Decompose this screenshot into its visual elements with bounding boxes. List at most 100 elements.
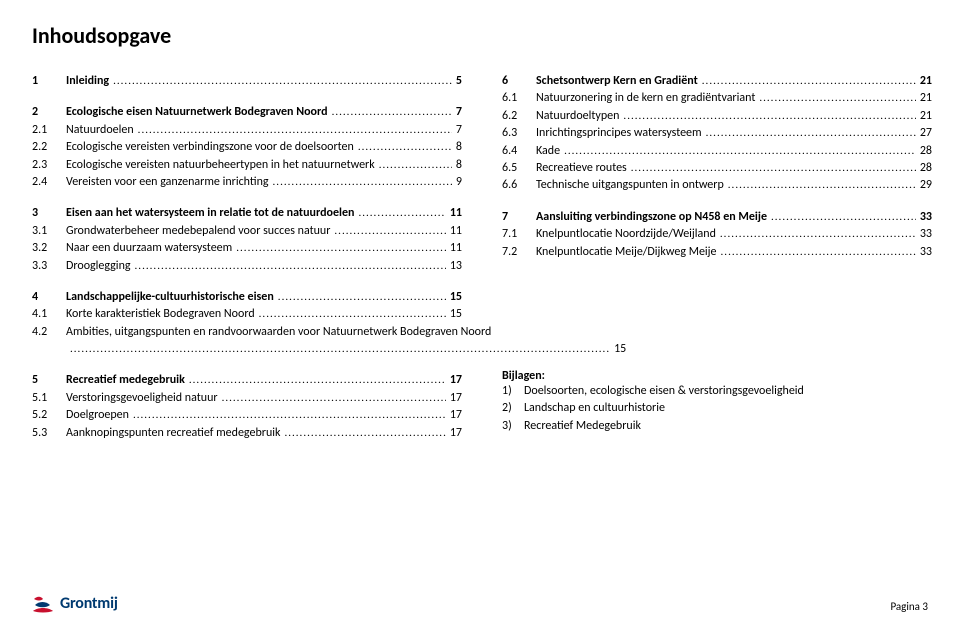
page-footer: Grontmij Pagina 3 xyxy=(32,594,928,613)
toc-label: Knelpuntlocatie Meije/Dijkweg Meije xyxy=(536,244,717,261)
document-page: Inhoudsopgave 1Inleiding52Ecologische ei… xyxy=(0,0,960,623)
page-number: Pagina 3 xyxy=(890,600,928,613)
toc-leader-dots xyxy=(721,244,916,261)
toc-page: 11 xyxy=(450,240,462,257)
toc-column-left: 1Inleiding 5 2Ecologische eisen Natuurnetw… xyxy=(32,73,462,456)
toc-number: 5.1 xyxy=(32,390,66,407)
toc-label: Verstoringsgevoeligheid natuur xyxy=(66,390,218,407)
toc-row: 4.1Korte karakteristiek Bodegraven Noord… xyxy=(32,306,462,323)
toc-leader-dots xyxy=(259,306,446,323)
toc-label: Doelgroepen xyxy=(66,407,129,424)
toc-label: Naar een duurzaam watersysteem xyxy=(66,240,232,257)
toc-label: Korte karakteristiek Bodegraven Noord xyxy=(66,306,255,323)
toc-number: 4.1 xyxy=(32,306,66,323)
bijlagen-title: Bijlagen: xyxy=(502,369,932,383)
toc-row: 2.1Natuurdoelen7 xyxy=(32,122,462,139)
bijlage-row: 1)Doelsoorten, ecologische eisen & verst… xyxy=(502,383,932,400)
toc-label: Aanknopingspunten recreatief medegebruik xyxy=(66,425,280,442)
toc-leader-dots xyxy=(236,240,446,257)
toc-leader-dots xyxy=(379,157,452,174)
toc-page: 28 xyxy=(920,143,932,160)
toc-number: 6.4 xyxy=(502,143,536,160)
toc-row: 2.4Vereisten voor een ganzenarme inricht… xyxy=(32,174,462,191)
toc-row: 3.3Drooglegging13 xyxy=(32,258,462,275)
toc-number: 6 xyxy=(502,73,536,90)
toc-row: 3.2Naar een duurzaam watersysteem11 xyxy=(32,240,462,257)
toc-section: 4Landschappelijke-cultuurhistorische eis… xyxy=(32,289,462,359)
toc-number: 6.2 xyxy=(502,108,536,125)
toc-label: Landschappelijke-cultuurhistorische eise… xyxy=(66,289,274,306)
toc-row: 2Ecologische eisen Natuurnetwerk Bodegra… xyxy=(32,104,462,121)
toc-label: Drooglegging xyxy=(66,258,131,275)
toc-number: 3.3 xyxy=(32,258,66,275)
toc-page: 8 xyxy=(456,157,462,174)
toc-page: 7 xyxy=(456,104,462,121)
toc-row: 7.1Knelpuntlocatie Noordzijde/Weijland33 xyxy=(502,226,932,243)
toc-section: 2Ecologische eisen Natuurnetwerk Bodegra… xyxy=(32,104,462,191)
toc-section: 1Inleiding 5 xyxy=(32,73,462,90)
toc-number: 2.2 xyxy=(32,139,66,156)
toc-row: 6.6Technische uitgangspunten in ontwerp2… xyxy=(502,177,932,194)
toc-row: 2.3Ecologische vereisten natuurbeheertyp… xyxy=(32,157,462,174)
toc-row: 4.2Ambities, uitgangspunten en randvoorw… xyxy=(32,324,462,359)
toc-page: 27 xyxy=(920,125,932,142)
bijlage-number: 3) xyxy=(502,418,524,435)
toc-label: Ecologische eisen Natuurnetwerk Bodegrav… xyxy=(66,104,328,121)
toc-row: 6.4Kade 28 xyxy=(502,143,932,160)
toc-leader-dots xyxy=(189,372,446,389)
toc-number: 6.3 xyxy=(502,125,536,142)
toc-label: Ambities, uitgangspunten en randvoorwaar… xyxy=(66,325,491,339)
toc-row: 1Inleiding 5 xyxy=(32,73,462,90)
bijlage-row: 2)Landschap en cultuurhistorie xyxy=(502,400,932,417)
toc-number: 3 xyxy=(32,205,66,222)
toc-row: 6Schetsontwerp Kern en Gradiënt 21 xyxy=(502,73,932,90)
toc-label: Recreatief medegebruik xyxy=(66,372,185,389)
toc-page: 7 xyxy=(456,122,462,139)
toc-row: 5.1Verstoringsgevoeligheid natuur 17 xyxy=(32,390,462,407)
toc-page: 8 xyxy=(456,139,462,156)
toc-page: 17 xyxy=(450,390,462,407)
toc-label: Kade xyxy=(536,143,560,160)
toc-page: 15 xyxy=(450,306,462,323)
toc-row: 3.1Grondwaterbeheer medebepalend voor su… xyxy=(32,223,462,240)
toc-leader-dots xyxy=(728,177,916,194)
toc-number: 1 xyxy=(32,73,66,90)
toc-label: Schetsontwerp Kern en Gradiënt xyxy=(536,73,698,90)
toc-label: Inrichtingsprincipes watersysteem xyxy=(536,125,702,142)
toc-label: Recreatieve routes xyxy=(536,160,627,177)
toc-row: 5.3Aanknopingspunten recreatief medegebr… xyxy=(32,425,462,442)
toc-leader-dots xyxy=(564,143,916,160)
toc-leader-dots xyxy=(623,108,915,125)
toc-section: 3Eisen aan het watersysteem in relatie t… xyxy=(32,205,462,275)
toc-number: 4.2 xyxy=(32,324,66,341)
toc-page: 17 xyxy=(450,425,462,442)
toc-page: 11 xyxy=(450,223,462,240)
logo-text: Grontmij xyxy=(60,594,118,613)
toc-page: 17 xyxy=(450,407,462,424)
toc-page: 21 xyxy=(920,73,932,90)
toc-leader-dots xyxy=(135,258,446,275)
toc-number: 6.5 xyxy=(502,160,536,177)
toc-number: 7.2 xyxy=(502,244,536,261)
toc-section: 6Schetsontwerp Kern en Gradiënt216.1Natu… xyxy=(502,73,932,195)
toc-label: Inleiding xyxy=(66,73,109,90)
toc-columns: 1Inleiding 5 2Ecologische eisen Natuurnetw… xyxy=(32,73,928,456)
toc-label: Ecologische vereisten natuurbeheertypen … xyxy=(66,157,375,174)
toc-row: 4Landschappelijke-cultuurhistorische eis… xyxy=(32,289,462,306)
toc-leader-dots xyxy=(284,425,445,442)
toc-leader-dots xyxy=(273,174,452,191)
toc-label: Technische uitgangspunten in ontwerp xyxy=(536,177,724,194)
toc-section: 7Aansluiting verbindingszone op N458 en … xyxy=(502,209,932,261)
toc-leader-dots xyxy=(706,125,916,142)
toc-label: Vereisten voor een ganzenarme inrichting xyxy=(66,174,269,191)
toc-leader-dots xyxy=(771,209,916,226)
logo-mark-icon xyxy=(32,595,54,613)
toc-number: 2 xyxy=(32,104,66,121)
toc-page: 9 xyxy=(456,174,462,191)
toc-label: Natuurdoeltypen xyxy=(536,108,619,125)
toc-leader-dots xyxy=(759,90,915,107)
toc-number: 5.3 xyxy=(32,425,66,442)
toc-page: 5 xyxy=(456,73,462,90)
toc-row: 6.5Recreatieve routes28 xyxy=(502,160,932,177)
toc-row: 2.2Ecologische vereisten verbindingszone… xyxy=(32,139,462,156)
